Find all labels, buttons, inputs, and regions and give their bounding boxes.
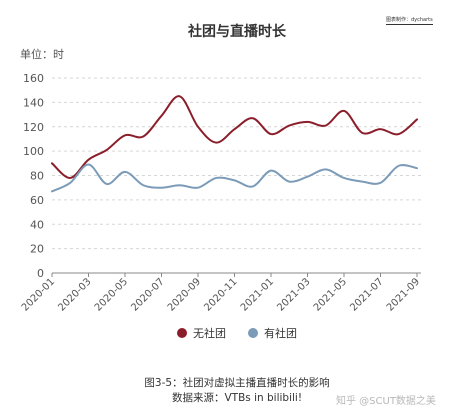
data-point-no-club xyxy=(287,123,292,128)
y-tick-label: 80 xyxy=(30,170,44,183)
y-tick-label: 20 xyxy=(30,243,44,256)
legend-label-no-club: 无社团 xyxy=(193,327,226,340)
data-point-with-club xyxy=(177,183,182,188)
chart-legend: 无社团 有社团 xyxy=(0,325,474,341)
data-point-no-club xyxy=(415,117,420,122)
y-tick-label: 40 xyxy=(30,218,44,231)
data-point-with-club xyxy=(232,178,237,183)
y-tick-label: 160 xyxy=(23,72,44,85)
y-tick-label: 120 xyxy=(23,121,44,134)
data-point-no-club xyxy=(123,133,128,138)
data-point-no-club xyxy=(50,161,55,166)
y-tick-label: 100 xyxy=(23,145,44,158)
data-point-no-club xyxy=(177,94,182,99)
data-point-no-club xyxy=(269,132,274,137)
legend-label-with-club: 有社团 xyxy=(264,327,297,340)
data-point-with-club xyxy=(342,175,347,180)
x-tick-label: 2020-01 xyxy=(20,276,57,313)
x-tick-label: 2021-05 xyxy=(312,276,349,313)
data-point-no-club xyxy=(104,147,109,152)
data-point-with-club xyxy=(415,166,420,171)
x-tick-label: 2020-07 xyxy=(129,276,166,313)
data-point-with-club xyxy=(323,167,328,172)
data-point-no-club xyxy=(214,140,219,145)
data-point-no-club xyxy=(86,157,91,162)
data-point-no-club xyxy=(378,127,383,132)
data-point-no-club xyxy=(360,130,365,135)
data-point-with-club xyxy=(104,182,109,187)
legend-marker-no-club xyxy=(177,328,187,338)
data-point-with-club xyxy=(50,189,55,194)
watermark: 知乎 @SCUT数据之美 xyxy=(336,396,436,407)
data-point-no-club xyxy=(232,127,237,132)
caption-line-1: 图3-5：社团对虚拟主播直播时长的影响 xyxy=(144,377,330,389)
data-point-no-club xyxy=(305,119,310,124)
x-tick-label: 2021-01 xyxy=(239,276,276,313)
series-line-no-club xyxy=(51,95,418,179)
x-tick-label: 2021-07 xyxy=(348,276,385,313)
x-tick-label: 2020-03 xyxy=(56,276,93,313)
caption-line-2: 数据来源：VTBs in bilibili! xyxy=(171,392,303,404)
data-point-with-club xyxy=(378,180,383,185)
legend-item-no-club[interactable]: 无社团 xyxy=(177,325,226,341)
data-point-no-club xyxy=(250,116,255,121)
chart-credit: 图表制作：dycharts xyxy=(386,17,433,25)
data-point-with-club xyxy=(196,185,201,190)
data-point-with-club xyxy=(396,163,401,168)
x-tick-label: 2020-11 xyxy=(202,276,239,313)
x-tick-label: 2021-03 xyxy=(275,276,312,313)
data-point-with-club xyxy=(287,179,292,184)
x-tick-label: 2020-05 xyxy=(93,276,130,313)
data-point-with-club xyxy=(141,183,146,188)
data-point-with-club xyxy=(269,168,274,173)
data-point-no-club xyxy=(342,108,347,113)
data-point-no-club xyxy=(68,175,73,180)
legend-marker-with-club xyxy=(248,328,258,338)
data-point-with-club xyxy=(159,185,164,190)
y-tick-label: 60 xyxy=(30,194,44,207)
data-point-with-club xyxy=(360,179,365,184)
data-point-no-club xyxy=(323,123,328,128)
figure-caption: 图3-5：社团对虚拟主播直播时长的影响 数据来源：VTBs in bilibil… xyxy=(0,376,474,406)
x-tick-label: 2020-09 xyxy=(166,276,203,313)
data-point-with-club xyxy=(123,169,128,174)
y-axis-unit-label: 单位：时 xyxy=(20,48,64,61)
x-tick-label: 2021-09 xyxy=(385,276,422,313)
data-point-no-club xyxy=(396,132,401,137)
legend-item-with-club[interactable]: 有社团 xyxy=(248,325,297,341)
chart-title: 社团与直播时长 xyxy=(188,24,286,40)
data-point-no-club xyxy=(196,124,201,129)
y-tick-label: 0 xyxy=(37,267,44,280)
data-point-with-club xyxy=(86,162,91,167)
y-tick-label: 140 xyxy=(23,96,44,109)
data-point-no-club xyxy=(141,134,146,139)
data-point-with-club xyxy=(305,174,310,179)
data-point-with-club xyxy=(214,175,219,180)
data-point-no-club xyxy=(159,113,164,118)
series-line-with-club xyxy=(51,163,418,193)
data-point-with-club xyxy=(250,184,255,189)
data-point-with-club xyxy=(68,180,73,185)
